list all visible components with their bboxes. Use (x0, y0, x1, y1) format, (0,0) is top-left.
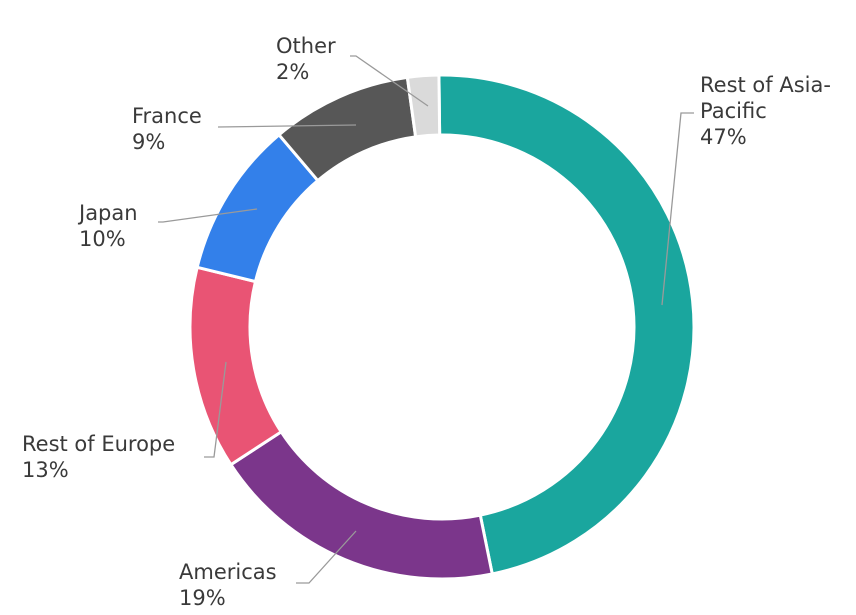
leader-line-americas (296, 530, 357, 584)
slice-percent-americas: 19% (179, 586, 226, 610)
slice-label-rest-of-europe: Rest of Europe 13% (22, 432, 175, 482)
slice-label-france: France 9% (132, 104, 202, 154)
leader-line-rest-of-europe (204, 361, 227, 458)
leader-line-other (350, 55, 429, 107)
slice-percent-rest-of-asia-pacific: 47% (700, 125, 747, 149)
slice-label-japan: Japan 10% (77, 201, 138, 251)
leader-line-france (217, 124, 357, 128)
slice-percent-france: 9% (132, 130, 165, 154)
slice-percent-other: 2% (276, 60, 309, 84)
leader-line-rest-of-asia-pacific (661, 112, 694, 306)
slices-group (188, 73, 696, 581)
slice-americas (228, 429, 495, 581)
slice-percent-japan: 10% (79, 227, 126, 251)
leader-line-japan (158, 208, 258, 223)
slice-rest-of-europe (188, 265, 284, 467)
slice-name-americas: Americas (179, 560, 277, 584)
slice-name-rest-of-asia-pacific: Pacific (700, 99, 767, 123)
leader-lines-group (158, 55, 694, 584)
labels-group: Rest of Asia-Pacific 47% Americas 19% Rest o… (22, 34, 831, 610)
slice-label-americas: Americas 19% (179, 560, 277, 610)
slice-label-rest-of-asia-pacific: Rest of Asia-Pacific 47% (700, 73, 831, 149)
slice-name-rest-of-asia-pacific: Rest of Asia- (700, 73, 831, 97)
slice-percent-rest-of-europe: 13% (22, 458, 69, 482)
slice-name-other: Other (276, 34, 336, 58)
slice-other (405, 73, 442, 139)
slice-rest-of-asia-pacific (437, 73, 696, 576)
slice-name-france: France (132, 104, 202, 128)
slice-name-rest-of-europe: Rest of Europe (22, 432, 175, 456)
slice-label-other: Other 2% (276, 34, 336, 84)
slice-name-japan: Japan (77, 201, 138, 225)
